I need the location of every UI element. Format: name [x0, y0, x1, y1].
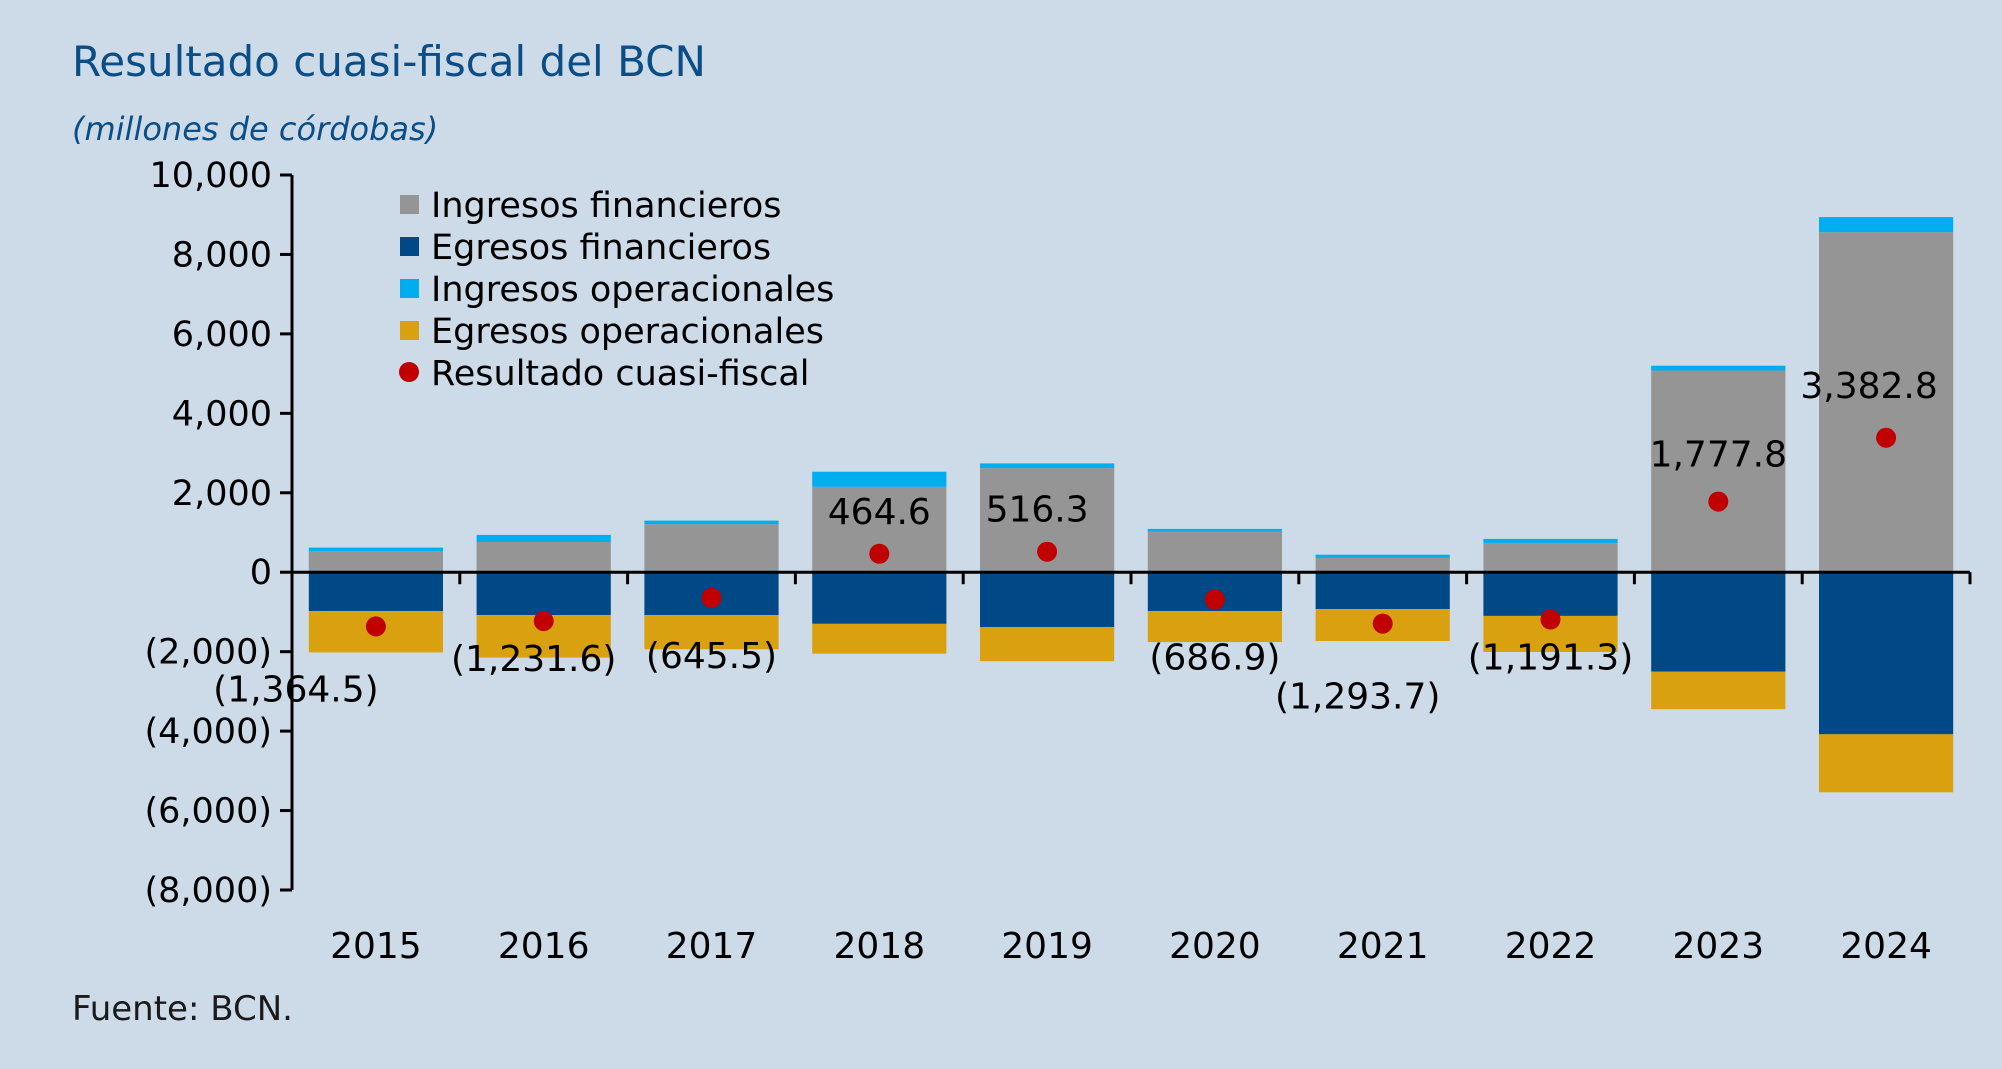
legend-label: Ingresos operacionales — [431, 270, 834, 310]
data-label-2020: (686.9) — [1149, 638, 1280, 679]
bar-ingresos-operacionales-2023 — [1651, 365, 1786, 371]
bar-egresos-financieros-2019 — [980, 572, 1115, 627]
x-tick-label-2016: 2016 — [498, 926, 590, 967]
bar-ingresos-financieros-2024 — [1819, 232, 1954, 573]
bar-ingresos-operacionales-2017 — [644, 520, 779, 525]
x-tick-label-2021: 2021 — [1337, 926, 1429, 967]
x-tick-label-2020: 2020 — [1169, 926, 1261, 967]
result-point-2021 — [1372, 613, 1393, 634]
bar-ingresos-financieros-2023 — [1651, 370, 1786, 573]
bar-egresos-operacionales-2018 — [812, 623, 947, 654]
bar-ingresos-operacionales-2024 — [1819, 217, 1954, 233]
bar-ingresos-financieros-2020 — [1147, 531, 1282, 573]
result-point-2019 — [1037, 541, 1058, 562]
bar-egresos-financieros-2015 — [308, 572, 443, 612]
legend-swatch-ingresos-financieros — [400, 195, 419, 214]
y-tick-label: 0 — [250, 553, 272, 593]
y-tick-label: 6,000 — [172, 315, 272, 355]
y-tick-label: 2,000 — [172, 474, 272, 514]
legend-marker-result — [399, 362, 419, 382]
y-tick-label: 4,000 — [172, 394, 272, 434]
y-tick-label: (2,000) — [144, 633, 272, 673]
legend-label: Resultado cuasi-fiscal — [431, 354, 810, 394]
bar-egresos-operacionales-2020 — [1147, 611, 1282, 643]
legend-swatch-egresos-financieros — [400, 237, 419, 256]
bar-ingresos-operacionales-2018 — [812, 471, 947, 487]
bar-egresos-operacionales-2019 — [980, 627, 1115, 662]
y-tick-label: (6,000) — [144, 792, 272, 832]
x-tick-label-2023: 2023 — [1672, 926, 1764, 967]
y-tick-label: 8,000 — [172, 235, 272, 275]
data-label-2015: (1,364.5) — [213, 669, 379, 710]
data-label-2021: (1,293.7) — [1275, 677, 1441, 718]
bar-ingresos-financieros-2015 — [308, 551, 443, 573]
legend-label: Egresos operacionales — [431, 312, 824, 352]
result-point-2015 — [365, 616, 386, 637]
result-point-2017 — [701, 587, 722, 608]
data-label-2022: (1,191.3) — [1468, 638, 1634, 679]
plot-area: 10,000 8,000 6,000 4,000 2,000 0 (2,000) (4,000… — [144, 156, 1972, 967]
result-point-2016 — [533, 611, 554, 632]
bar-ingresos-operacionales-2021 — [1315, 554, 1450, 558]
legend-label: Egresos financieros — [431, 228, 771, 268]
x-tick-label-2015: 2015 — [330, 926, 422, 967]
result-point-2023 — [1708, 491, 1729, 512]
data-label-2023: 1,777.8 — [1650, 435, 1787, 476]
x-tick-label-2017: 2017 — [666, 926, 758, 967]
x-tick-label-2024: 2024 — [1840, 926, 1932, 967]
result-point-2024 — [1876, 427, 1897, 448]
data-label-2016: (1,231.6) — [451, 639, 617, 680]
data-label-2019: 516.3 — [986, 490, 1089, 531]
result-point-2018 — [869, 543, 890, 564]
chart-title: Resultado cuasi-fiscal del BCN — [72, 37, 706, 86]
source-note: Fuente: BCN. — [72, 989, 293, 1029]
x-tick-label-2019: 2019 — [1001, 926, 1093, 967]
chart-subtitle: (millones de córdobas) — [72, 110, 438, 148]
legend-label: Ingresos financieros — [431, 186, 782, 226]
bar-egresos-financieros-2021 — [1315, 572, 1450, 610]
legend-swatch-egresos-operacionales — [400, 321, 419, 340]
bar-egresos-financieros-2024 — [1819, 572, 1954, 735]
bar-egresos-financieros-2018 — [812, 572, 947, 624]
bar-egresos-financieros-2022 — [1483, 572, 1618, 616]
bar-ingresos-financieros-2021 — [1315, 557, 1450, 573]
bar-ingresos-financieros-2022 — [1483, 542, 1618, 573]
bar-egresos-financieros-2016 — [476, 572, 611, 616]
data-label-2018: 464.6 — [828, 492, 931, 533]
data-label-2017: (645.5) — [646, 636, 777, 677]
result-point-2020 — [1204, 589, 1225, 610]
bar-egresos-operacionales-2017 — [644, 615, 779, 650]
bar-ingresos-financieros-2016 — [476, 542, 611, 573]
bar-ingresos-financieros-2017 — [644, 524, 779, 573]
x-tick-label-2018: 2018 — [833, 926, 925, 967]
bar-egresos-operacionales-2024 — [1819, 734, 1954, 793]
y-tick-label: (8,000) — [144, 871, 272, 911]
bar-ingresos-operacionales-2019 — [980, 463, 1115, 469]
bar-egresos-financieros-2023 — [1651, 572, 1786, 672]
bar-egresos-operacionales-2023 — [1651, 671, 1786, 710]
bar-ingresos-operacionales-2020 — [1147, 528, 1282, 532]
legend-swatch-ingresos-operacionales — [400, 279, 419, 298]
result-point-2022 — [1540, 609, 1561, 630]
bar-ingresos-operacionales-2022 — [1483, 538, 1618, 543]
data-label-2024: 3,382.8 — [1800, 366, 1937, 407]
bar-ingresos-operacionales-2016 — [476, 534, 611, 542]
x-tick-label-2022: 2022 — [1505, 926, 1597, 967]
bar-ingresos-operacionales-2015 — [308, 547, 443, 552]
y-tick-label: (4,000) — [144, 712, 272, 752]
y-tick-label: 10,000 — [150, 156, 272, 196]
